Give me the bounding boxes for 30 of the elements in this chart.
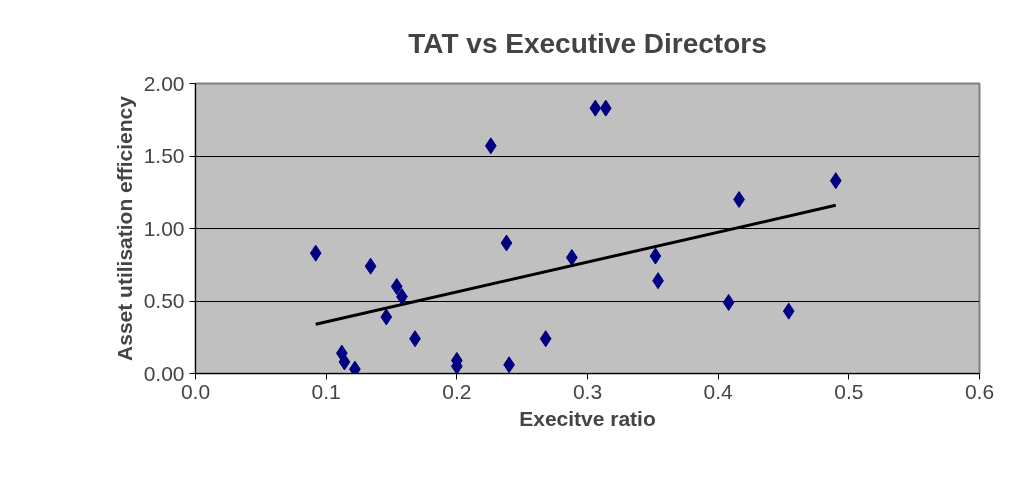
y-tick-label: 2.00 <box>143 71 185 95</box>
x-tick-label: 0.1 <box>311 379 341 403</box>
point <box>380 308 393 326</box>
x-tick-label: 0.5 <box>834 379 864 403</box>
x-tick-label: 0.6 <box>964 379 995 403</box>
x-tick-label: 0.3 <box>572 379 603 403</box>
y-axis-title: Asset utilisation efficiency <box>112 95 136 361</box>
x-tick-label: 0.4 <box>703 379 734 403</box>
point <box>484 137 497 155</box>
point <box>539 330 552 348</box>
y-tick-label: 0.00 <box>143 361 185 385</box>
x-tick-label: 0.2 <box>442 379 472 403</box>
point <box>565 249 578 266</box>
y-tick-label: 1.00 <box>143 216 185 240</box>
point <box>500 234 513 252</box>
chart-title: TAT vs Executive Directors <box>408 27 767 59</box>
point <box>599 99 612 117</box>
y-tick-label: 1.50 <box>143 144 185 167</box>
point <box>364 257 377 275</box>
point <box>722 293 735 311</box>
point <box>733 191 745 208</box>
point <box>338 353 351 371</box>
point <box>390 278 403 295</box>
point <box>649 247 662 265</box>
y-tick-label: 0.50 <box>143 289 185 312</box>
point <box>589 99 602 117</box>
point <box>829 172 842 190</box>
point <box>309 244 322 262</box>
point <box>782 302 795 320</box>
x-axis-title: Execitve ratio <box>519 406 656 430</box>
